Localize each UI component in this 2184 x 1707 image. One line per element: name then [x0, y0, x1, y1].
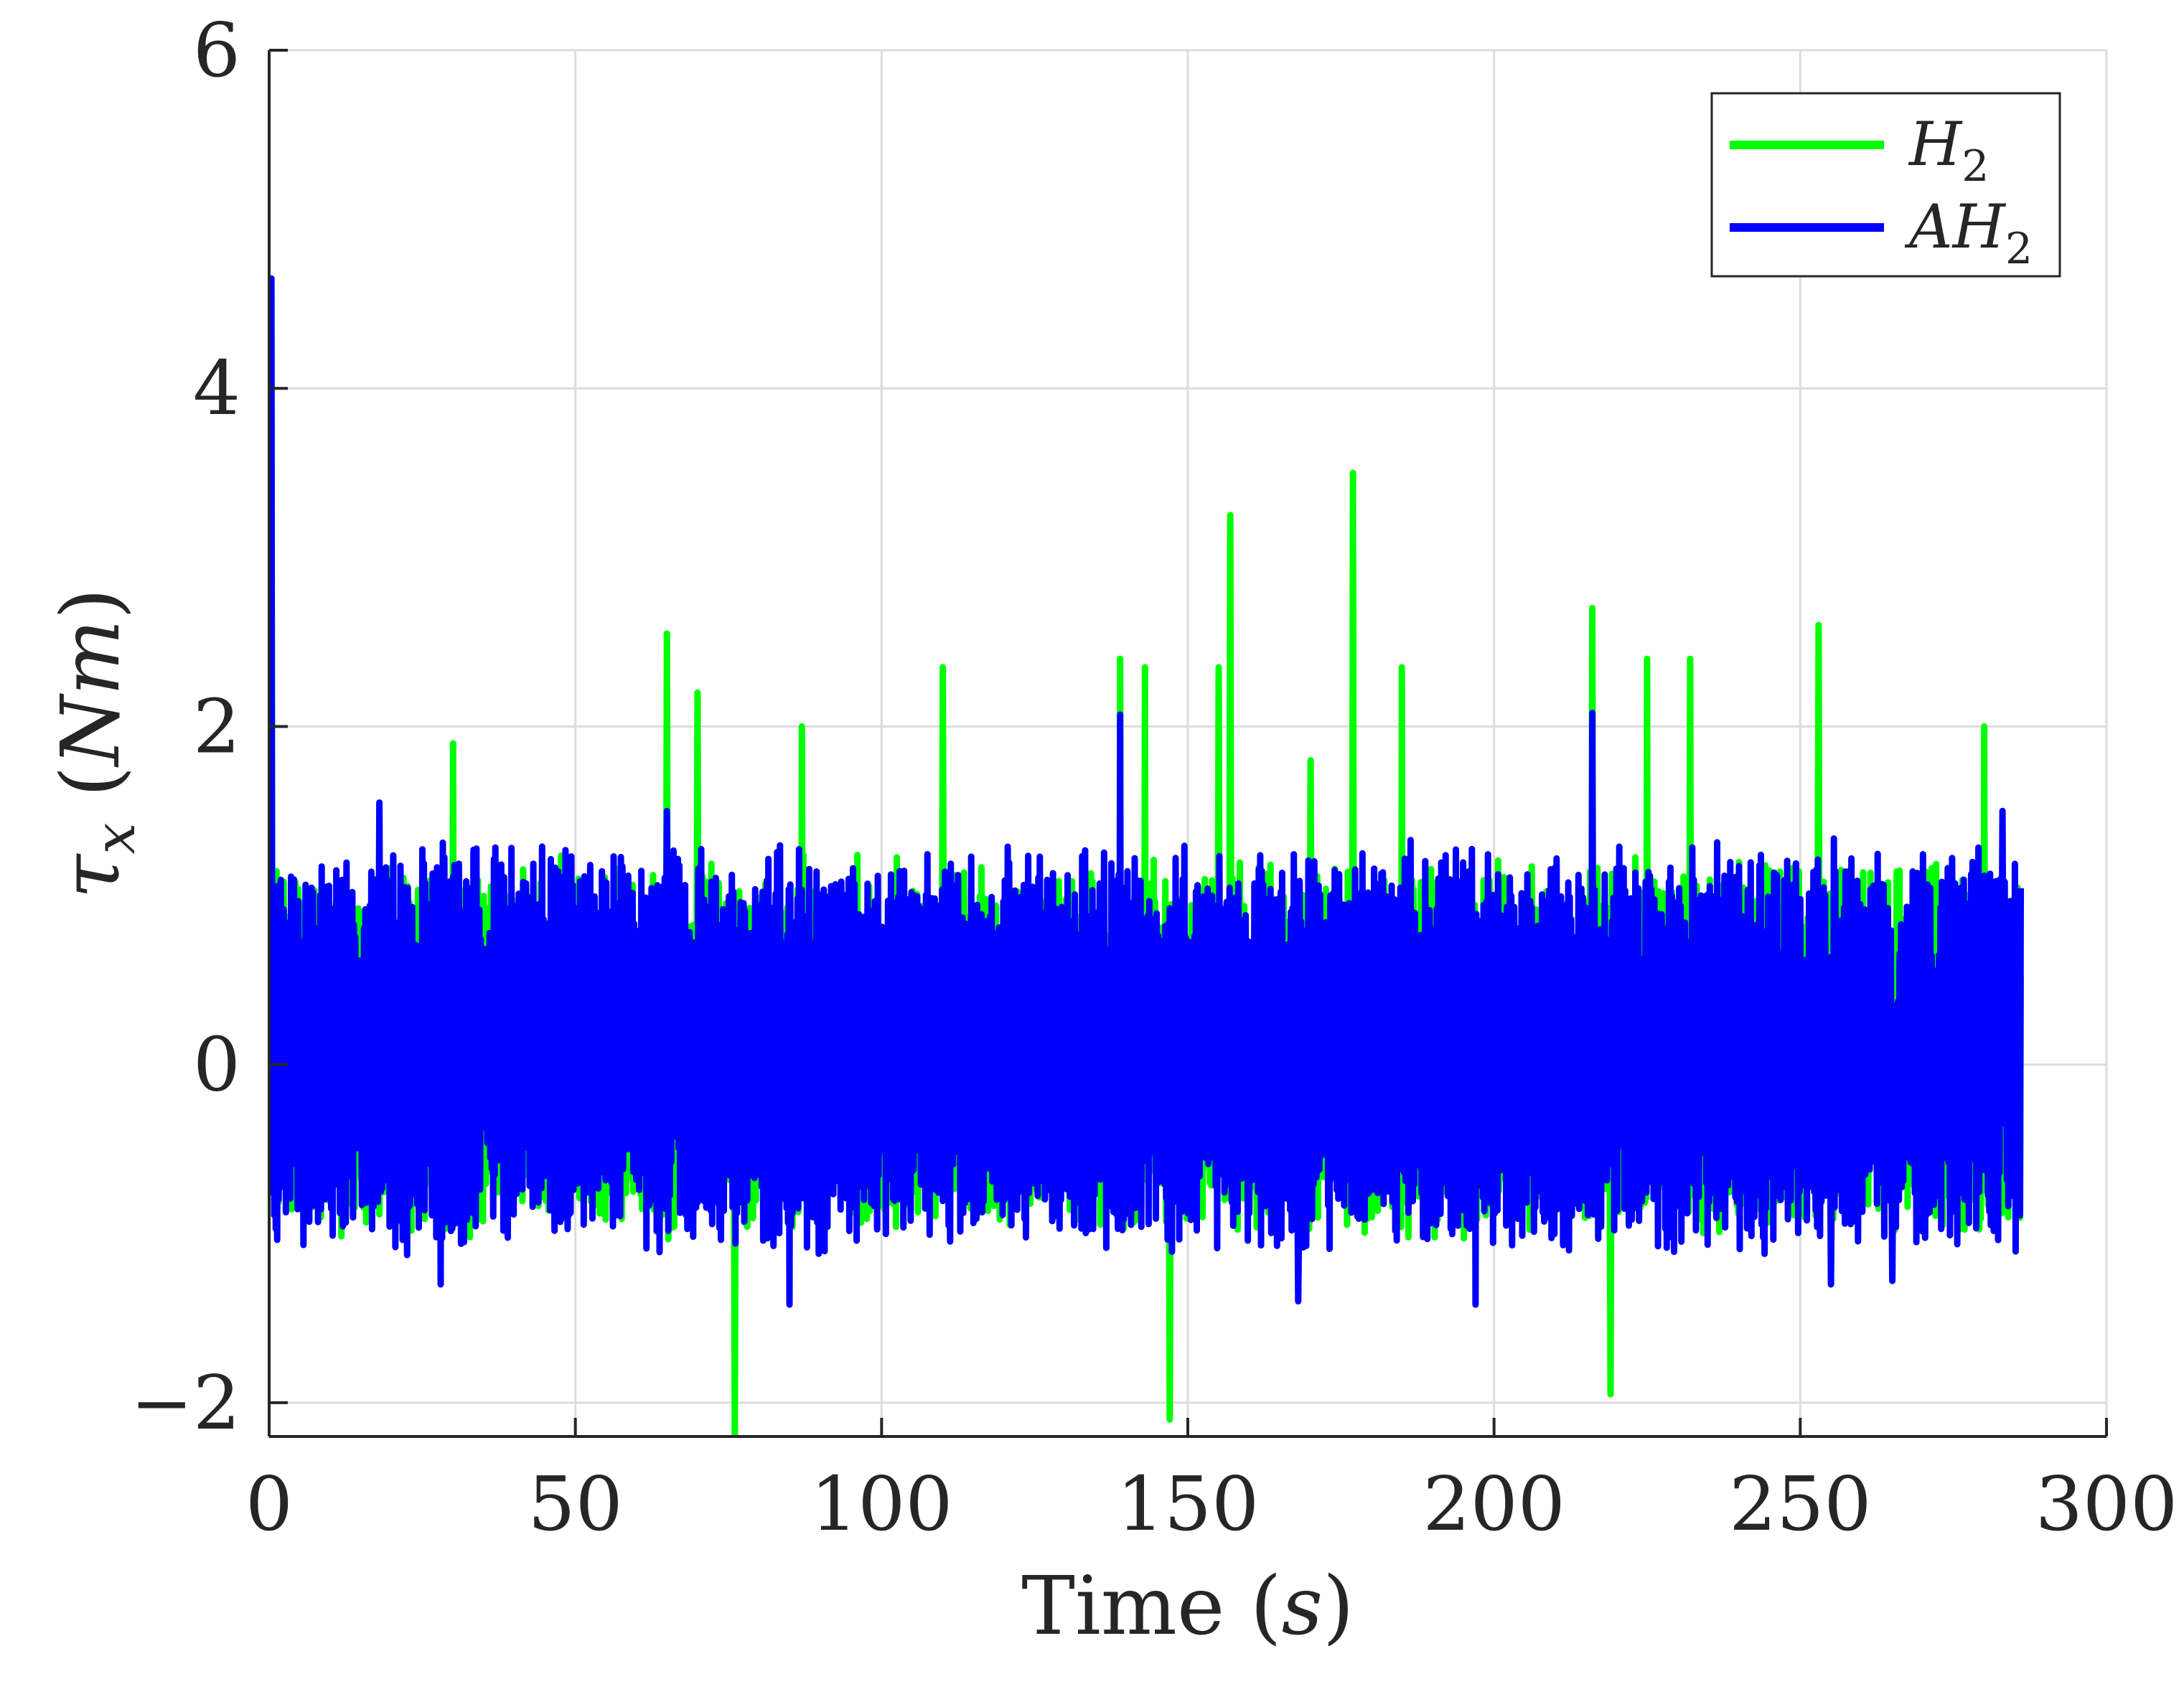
y-axis-label-subscript: x	[83, 823, 148, 855]
legend-label-h2: H2	[1908, 109, 1989, 192]
x-axis-label-text: Time	[1021, 1560, 1224, 1653]
y-tick-label: 6	[193, 6, 240, 94]
x-tick-label: 200	[1423, 1460, 1565, 1548]
x-tick-label: 250	[1729, 1460, 1872, 1548]
x-tick-label: 100	[810, 1460, 953, 1548]
x-axis-label: Time (s)	[1021, 1560, 1354, 1653]
y-tick-label: −2	[131, 1359, 240, 1447]
axis-labels: Time (s) τx (Nm)	[44, 588, 1354, 1653]
legend-box	[1710, 92, 2061, 278]
y-tick-label: 4	[193, 344, 240, 432]
x-axis-label-unit: s	[1282, 1560, 1323, 1653]
y-tick-label: 0	[193, 1021, 240, 1109]
y-axis-label-unit: Nm	[44, 619, 138, 768]
x-tick-label: 300	[2035, 1460, 2178, 1548]
x-tick-label: 150	[1117, 1460, 1260, 1548]
y-axis-label: τx (Nm)	[44, 588, 148, 898]
y-tick-label: 2	[193, 682, 240, 770]
plot-area	[269, 275, 2024, 1436]
x-tick-label: 50	[528, 1460, 622, 1548]
y-axis-label-symbol: τ	[44, 853, 138, 899]
x-tick-label: 0	[245, 1460, 293, 1548]
series-line-ah2	[269, 275, 2024, 1308]
legend-label-ah2: AH2	[1904, 192, 2033, 274]
